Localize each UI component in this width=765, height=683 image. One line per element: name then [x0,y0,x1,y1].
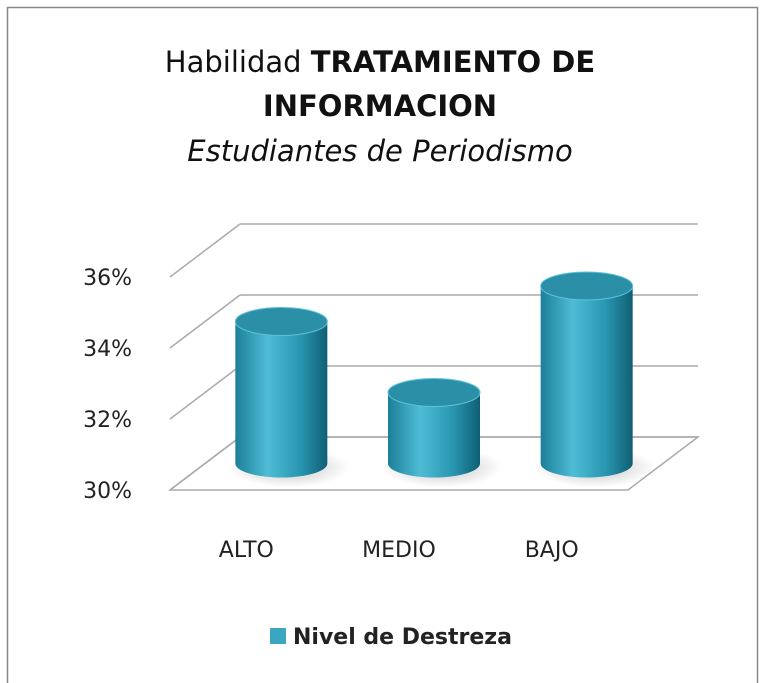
bar [540,286,633,478]
title-bold: TRATAMIENTO DE INFORMACION [262,45,596,123]
y-tick-label: 36% [83,266,132,291]
bar [235,321,328,478]
bar [388,392,481,478]
bar-top [387,378,481,407]
bar-top [540,271,634,301]
grid-line [169,436,241,491]
legend-swatch [270,628,286,644]
chart-title: Habilidad TRATAMIENTO DE INFORMACION [130,40,630,128]
y-tick-label: 32% [83,408,132,433]
legend-label: Nivel de Destreza [293,625,512,650]
y-tick-label: 34% [83,337,132,362]
chart-subtitle: Estudiantes de Periodismo [187,134,573,168]
bar-top [234,307,328,336]
grid-line [169,294,241,349]
x-tick-label: MEDIO [362,538,436,563]
y-tick-label: 30% [83,479,132,504]
grid-line [169,365,241,420]
title-normal: Habilidad [164,45,302,79]
grid-line [169,223,241,278]
x-tick-label: BAJO [525,538,579,563]
x-tick-label: ALTO [219,538,274,563]
chart-border [6,6,759,683]
